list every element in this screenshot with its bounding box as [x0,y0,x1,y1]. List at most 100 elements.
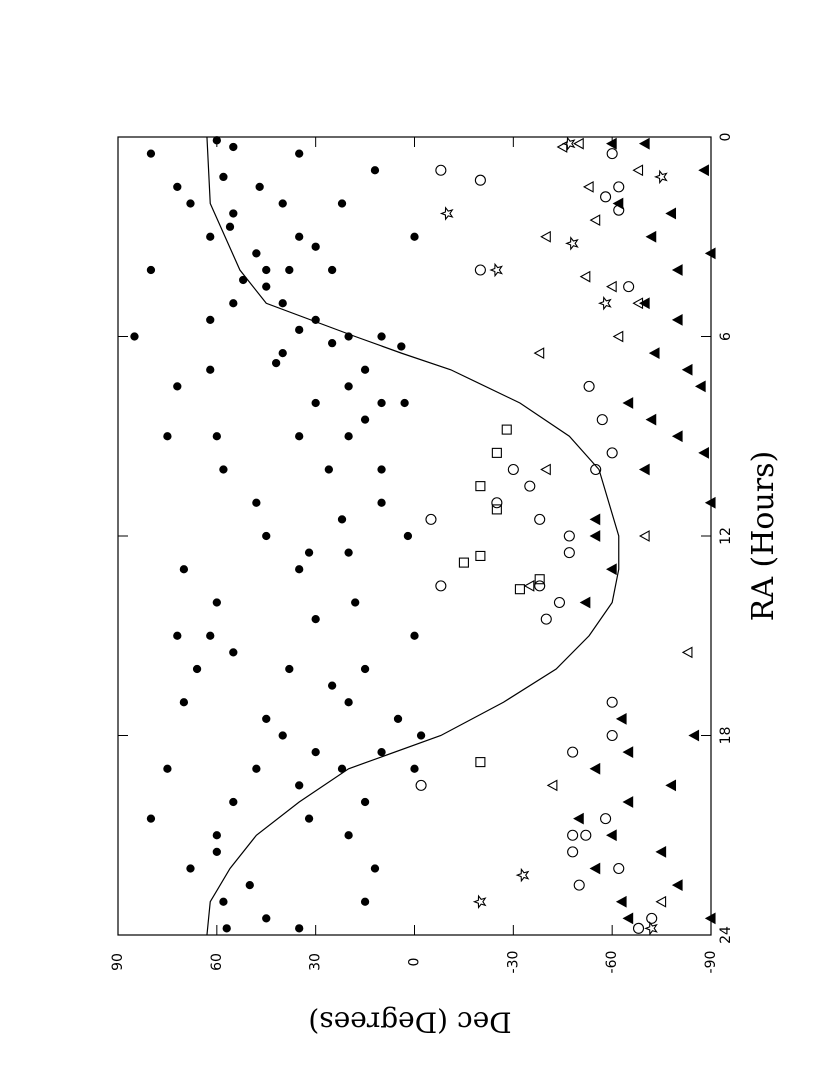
x-tick-label: 12 [718,527,734,545]
point [579,596,591,609]
point [212,432,221,441]
point [597,296,612,311]
point [704,247,716,260]
point [219,465,228,474]
point [600,813,612,825]
point [285,265,294,275]
point [229,142,238,152]
point [173,182,182,192]
point [206,631,215,640]
point [255,182,264,192]
point [698,446,709,459]
point [262,282,271,291]
point [491,447,502,458]
y-axis-title: Dec (Degrees) [308,1006,511,1039]
point [344,432,353,441]
point [377,398,386,408]
point [439,206,454,221]
point [671,313,683,326]
y-tick-label: 90 [110,953,126,971]
point [337,764,347,773]
point [646,912,658,924]
point [606,696,618,708]
point [474,174,486,186]
point [229,797,238,807]
point [360,365,370,374]
point [671,264,683,276]
point [311,242,320,251]
point [540,613,552,625]
point [212,831,221,840]
point [644,921,658,936]
point [638,463,650,476]
point [474,264,486,276]
point [295,781,304,790]
point [475,481,486,492]
point [179,698,189,707]
point [648,347,660,360]
point [606,137,617,150]
point [606,563,617,576]
point [173,631,182,640]
y-tick-label: 30 [308,953,324,971]
curve [206,136,620,936]
point [344,831,353,840]
point [579,270,591,283]
point [377,498,386,507]
point [146,265,156,275]
point [573,879,585,891]
point [534,580,546,592]
point [337,515,347,524]
point [173,382,182,391]
point [533,347,545,360]
point [491,504,502,515]
point [245,880,254,890]
point [311,315,320,325]
point [212,847,221,857]
point [186,199,195,208]
x-axis-title: RA (Hours) [746,451,781,621]
point [524,480,536,492]
point [590,463,602,476]
y-tick-label: 60 [209,953,225,971]
point [615,712,627,725]
point [252,498,261,507]
point [278,348,287,358]
x-tick-label: 0 [718,133,734,142]
point [295,565,304,574]
point [704,496,716,509]
point [212,136,221,145]
point [665,779,677,792]
point [393,714,403,724]
point [278,299,287,308]
point [271,358,281,368]
point [561,136,576,151]
point [458,557,469,568]
point [262,531,271,541]
point [573,812,584,825]
point [304,548,314,557]
point [337,199,347,208]
point [146,149,156,158]
point [556,141,568,153]
point [475,550,486,562]
point [540,230,551,243]
point [622,912,634,925]
point [229,209,238,218]
point [163,432,172,441]
point [403,531,413,541]
point [425,513,437,525]
point [600,191,612,203]
point [344,548,353,557]
point [435,580,447,592]
point [615,895,627,908]
point [206,232,215,241]
point [565,236,579,251]
point [370,166,380,175]
y-tick-label: -60 [604,951,620,974]
point [311,398,320,408]
point [589,862,601,875]
point [311,747,320,757]
point [638,530,650,542]
point [523,579,535,592]
